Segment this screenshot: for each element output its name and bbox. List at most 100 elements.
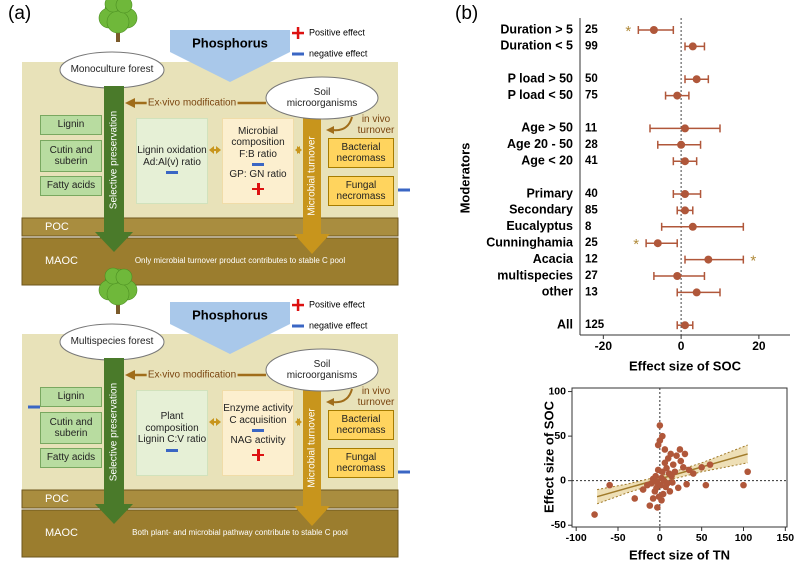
selective-arrow: [95, 358, 133, 524]
soil-microbe-label-container: Soil microorganisms: [286, 86, 358, 110]
x-tick-label: 0: [678, 339, 685, 353]
soil-microbe-label-container: Soil microorganisms: [286, 358, 358, 382]
necromass-box: Fungal necromass: [328, 448, 394, 478]
data-point: [654, 441, 662, 449]
soil-microbe-label: Soil microorganisms: [286, 358, 358, 382]
x-tick-label: 150: [777, 532, 795, 544]
data-point: [690, 470, 697, 477]
residue-box: Fatty acids: [40, 176, 102, 196]
x-tick-label: 20: [752, 339, 766, 353]
maoc-label: MAOC: [45, 255, 78, 267]
category-label: Duration > 5: [500, 22, 573, 36]
turnover-arrow: [294, 118, 330, 254]
y-axis-title: Effect size of SOC: [541, 400, 556, 513]
plus-sign: [252, 182, 264, 195]
box-line: Microbial composition: [231, 125, 285, 149]
residue-box-container: Cutin and suberin: [40, 140, 102, 172]
plot-frame: [571, 387, 788, 528]
n-label: 25: [585, 24, 598, 36]
n-label: 75: [585, 90, 598, 102]
minus-sign: [252, 429, 264, 433]
data-point: [740, 481, 747, 489]
phosphorus-label: Phosphorus: [192, 307, 268, 322]
category-label: Primary: [526, 186, 573, 200]
x-axis-title: Effect size of TN: [629, 547, 730, 562]
tree-crown: [115, 0, 133, 14]
arrow-head: [326, 398, 334, 406]
necromass-box: Bacterial necromass: [328, 138, 394, 168]
data-point: [606, 481, 613, 489]
n-label: 40: [585, 188, 598, 200]
effect-point: [688, 42, 697, 51]
necromass-box-container: Bacterial necromass: [328, 410, 394, 440]
effect-point: [649, 26, 658, 34]
n-label: 125: [585, 319, 605, 331]
data-point: [659, 432, 666, 440]
minus-sign: [166, 448, 178, 452]
selective-arrow: [95, 86, 133, 252]
significance-star: *: [625, 23, 631, 40]
conclusion-label: Both plant- and microbial pathway contri…: [132, 528, 348, 537]
residue-box: Fatty acids: [40, 448, 102, 468]
soil-microbe-node: [265, 76, 379, 120]
box-line: Ad:Al(v) ratio: [143, 156, 201, 168]
data-point: [631, 495, 639, 502]
n-label: 28: [585, 139, 598, 151]
minus-sign: [28, 405, 40, 409]
category-label: Duration < 5: [500, 39, 573, 53]
effect-point: [673, 272, 682, 280]
n-label: 50: [585, 73, 598, 85]
data-point: [702, 481, 710, 489]
data-point: [676, 446, 684, 453]
necromass-box-container: Fungal necromass: [328, 448, 394, 478]
tree-crown: [106, 282, 130, 306]
soil-microbe-label: Soil microorganisms: [286, 86, 358, 110]
minus-sign: [398, 470, 410, 474]
effect-point: [704, 255, 713, 264]
data-point: [654, 504, 661, 511]
data-point: [661, 446, 669, 453]
data-point: [663, 464, 670, 472]
data-point: [649, 495, 657, 502]
conclusion-label: Only microbial turnover product contribu…: [135, 256, 346, 265]
box-line: NAG activity: [230, 435, 286, 447]
minus-sign: [398, 188, 410, 192]
turnover-arrow: [294, 390, 330, 526]
poc-label: POC: [45, 493, 69, 505]
ex-vivo-label: Ex vivo modification: [148, 370, 236, 381]
category-label: Eucalyptus: [506, 219, 573, 233]
n-label: 99: [585, 40, 598, 52]
phosphorus-arrow: [170, 30, 290, 82]
data-point: [673, 452, 680, 460]
arrow-head: [125, 370, 135, 380]
data-point: [646, 502, 654, 509]
effect-point: [681, 321, 689, 330]
in-vivo-label: in vivo turnover: [357, 385, 395, 409]
residue-box-container: Lignin: [40, 115, 102, 135]
effect-point: [681, 206, 689, 215]
arrow-head: [297, 146, 302, 154]
x-axis-title: Effect size of SOC: [629, 358, 742, 373]
data-point: [669, 461, 677, 468]
category-label: Age < 20: [521, 153, 573, 167]
panel-label: (a): [8, 3, 31, 24]
arrow-head: [125, 98, 135, 108]
x-tick-label: 0: [657, 532, 663, 544]
box-line: Lignin oxidation: [137, 145, 207, 156]
maoc-label: MAOC: [45, 527, 78, 539]
x-tick-label: -20: [595, 339, 613, 353]
category-label: All: [557, 317, 573, 331]
category-label: Age 20 - 50: [507, 137, 573, 151]
data-point: [666, 488, 674, 495]
legend-label: Positive effect: [309, 299, 365, 309]
plant-box: Plant composition Lignin C:V ratio: [136, 390, 208, 476]
arrow-head: [216, 418, 221, 426]
data-point: [639, 486, 647, 493]
effect-point: [681, 157, 689, 166]
effect-point: [692, 288, 701, 297]
arrow-head: [326, 126, 334, 134]
data-point: [591, 511, 598, 518]
